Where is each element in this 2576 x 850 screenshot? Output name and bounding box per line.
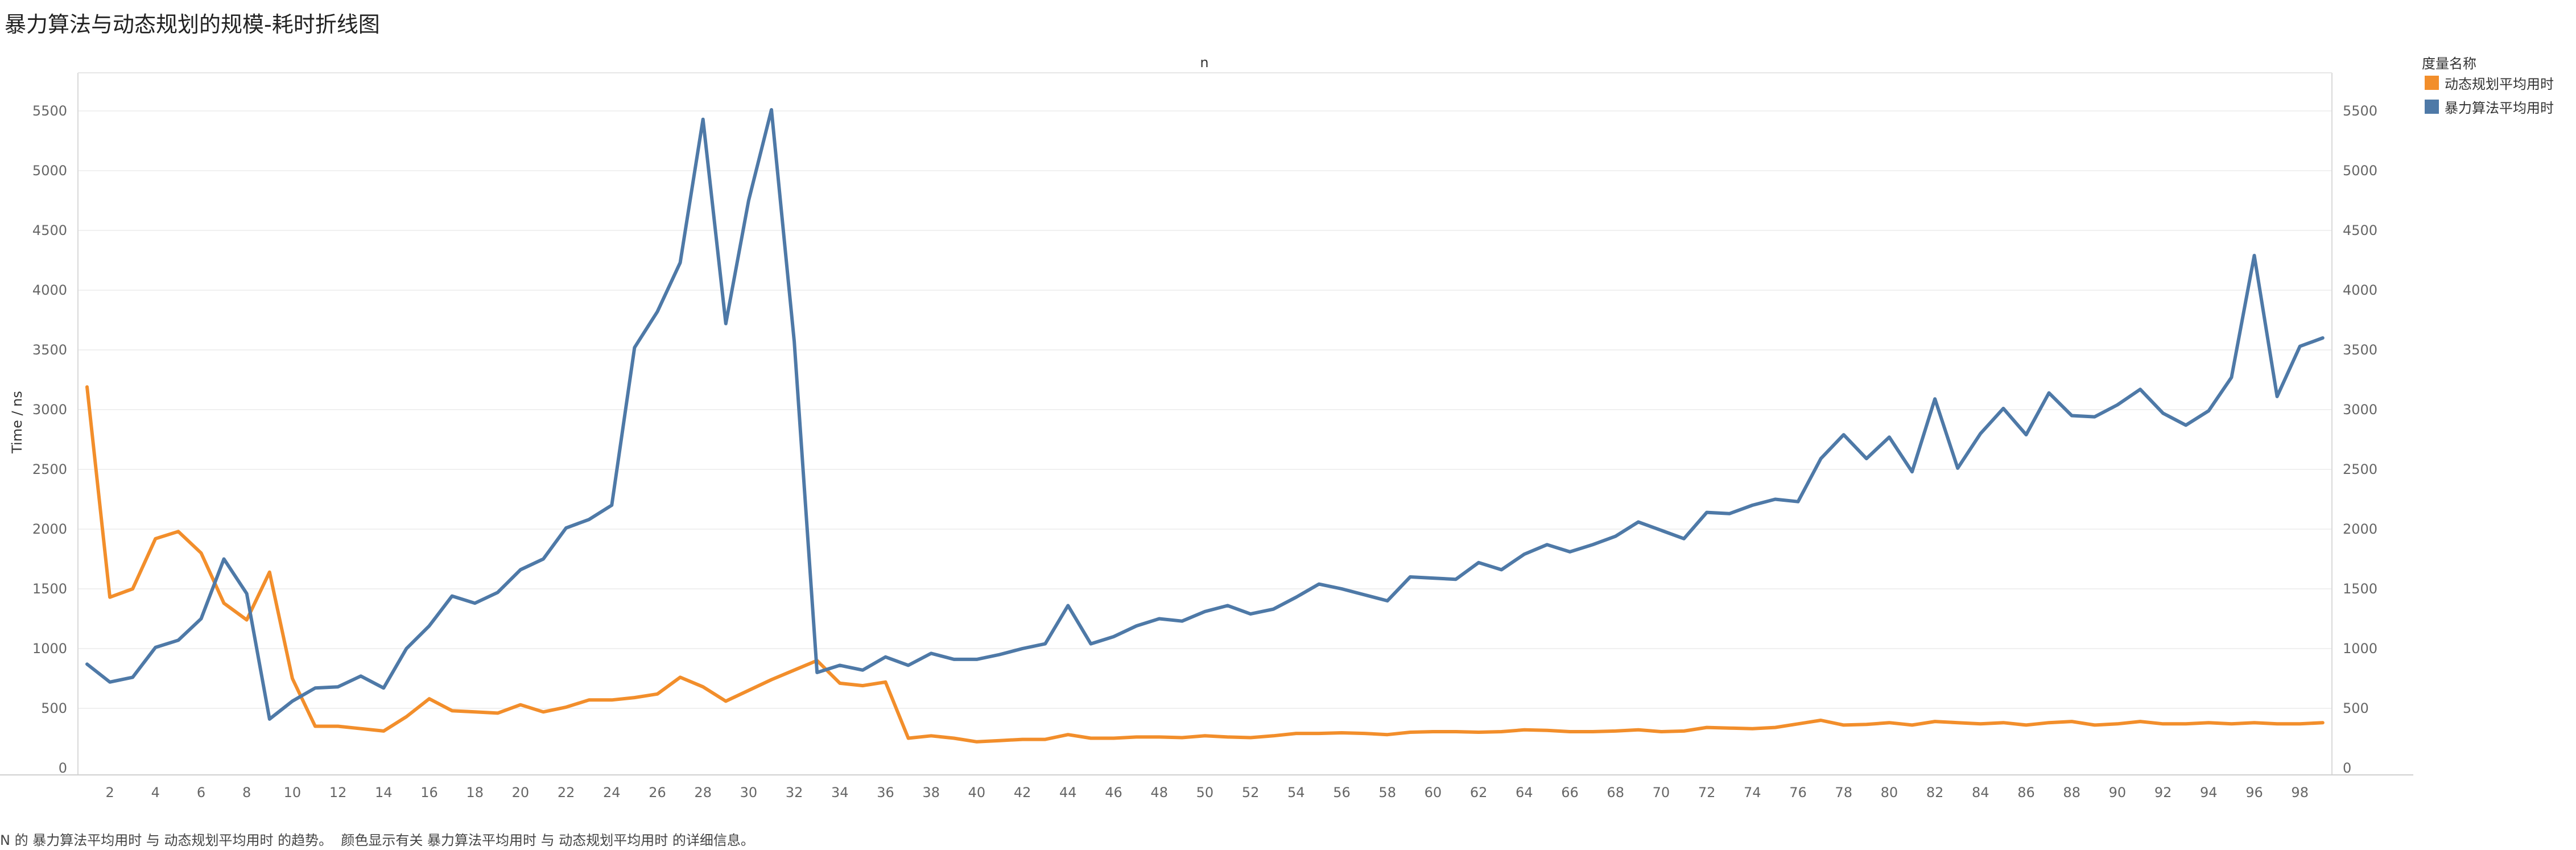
y-tick-label-right: 2000 (2343, 521, 2377, 537)
x-tick-label: 14 (375, 785, 393, 801)
x-tick-label: 64 (1516, 785, 1533, 801)
y-tick-label-left: 500 (41, 700, 67, 716)
y-tick-label-left: 2500 (32, 461, 67, 477)
x-tick-label: 52 (1242, 785, 1260, 801)
x-tick-label: 80 (1881, 785, 1898, 801)
x-tick-label: 22 (558, 785, 575, 801)
y-tick-label-right: 3500 (2343, 342, 2377, 358)
legend-title: 度量名称 (2422, 56, 2476, 72)
legend-swatch-dp (2425, 76, 2439, 90)
x-tick-label: 16 (420, 785, 438, 801)
caption-part-1: N 的 暴力算法平均用时 与 动态规划平均用时 的趋势。 (0, 832, 333, 848)
x-tick-label: 58 (1378, 785, 1396, 801)
caption-part-2: 颜色显示有关 暴力算法平均用时 与 动态规划平均用时 的详细信息。 (341, 832, 754, 848)
x-tick-label: 72 (1698, 785, 1716, 801)
x-tick-label: 38 (922, 785, 940, 801)
axes (0, 72, 2413, 775)
y-tick-label-right: 0 (2343, 760, 2351, 776)
x-tick-label: 66 (1561, 785, 1579, 801)
y-tick-label-right: 3000 (2343, 402, 2377, 418)
y-tick-label-right: 4000 (2343, 282, 2377, 298)
y-tick-label-left: 3500 (32, 342, 67, 358)
x-tick-label: 20 (512, 785, 530, 801)
series-line-dp (85, 385, 2325, 744)
x-tick-label: 42 (1014, 785, 1031, 801)
x-tick-label: 90 (2109, 785, 2127, 801)
y-tick-label-left: 0 (59, 760, 67, 776)
legend-label-dp: 动态规划平均用时 (2445, 76, 2554, 92)
legend-swatch-brute (2425, 100, 2439, 114)
x-tick-label: 74 (1744, 785, 1761, 801)
x-tick-label: 76 (1789, 785, 1807, 801)
y-tick-label-left: 4500 (32, 222, 67, 238)
y-tick-label-right: 5500 (2343, 103, 2377, 119)
x-tick-label: 36 (877, 785, 894, 801)
chart-title: 暴力算法与动态规划的规模-耗时折线图 (5, 12, 380, 37)
x-tick-label: 34 (831, 785, 849, 801)
grid-lines (78, 110, 2332, 709)
y-tick-label-left: 5500 (32, 103, 67, 119)
x-tick-label: 88 (2063, 785, 2080, 801)
x-tick-label: 86 (2017, 785, 2035, 801)
legend-item-brute[interactable]: 暴力算法平均用时 (2425, 97, 2554, 117)
y-tick-label-left: 4000 (32, 282, 67, 298)
x-tick-label: 40 (968, 785, 986, 801)
y-tick-label-left: 2000 (32, 521, 67, 537)
x-tick-label: 50 (1196, 785, 1214, 801)
y-tick-label-right: 1500 (2343, 581, 2377, 597)
chart-caption: N 的 暴力算法平均用时 与 动态规划平均用时 的趋势。 颜色显示有关 暴力算法… (0, 829, 754, 849)
x-tick-label: 84 (1972, 785, 1989, 801)
x-tick-label: 32 (786, 785, 803, 801)
x-tick-label: 26 (649, 785, 666, 801)
y-tick-label-left: 5000 (32, 163, 67, 179)
y-tick-label-right: 4500 (2343, 222, 2377, 238)
x-tick-label: 8 (242, 785, 251, 801)
x-tick-label: 96 (2245, 785, 2263, 801)
x-tick-label: 48 (1150, 785, 1168, 801)
x-tick-label: 12 (329, 785, 347, 801)
x-tick-label: 24 (603, 785, 621, 801)
x-tick-label: 6 (197, 785, 205, 801)
y-tick-label-left: 3000 (32, 402, 67, 418)
y-tick-label-right: 2500 (2343, 461, 2377, 477)
x-axis-title: n (1200, 55, 1208, 71)
x-tick-label: 62 (1470, 785, 1488, 801)
x-tick-label: 60 (1425, 785, 1442, 801)
x-tick-label: 70 (1653, 785, 1670, 801)
y-tick-label-right: 5000 (2343, 163, 2377, 179)
x-tick-label: 98 (2291, 785, 2309, 801)
x-tick-label: 92 (2154, 785, 2172, 801)
x-tick-label: 78 (1835, 785, 1852, 801)
legend-label-brute: 暴力算法平均用时 (2445, 100, 2554, 116)
x-tick-label: 18 (466, 785, 484, 801)
x-tick-label: 56 (1333, 785, 1351, 801)
series-line-brute (85, 108, 2325, 721)
y-tick-label-left: 1500 (32, 581, 67, 597)
x-tick-label: 28 (694, 785, 712, 801)
y-tick-label-left: 1000 (32, 641, 67, 657)
x-tick-label: 46 (1105, 785, 1122, 801)
series-lines (85, 108, 2325, 744)
x-tick-label: 44 (1059, 785, 1077, 801)
x-tick-label: 10 (284, 785, 302, 801)
x-tick-label: 68 (1607, 785, 1624, 801)
x-tick-label: 30 (740, 785, 758, 801)
y-axis-title: Time / ns (9, 391, 25, 454)
x-tick-label: 2 (105, 785, 114, 801)
y-tick-label-right: 500 (2343, 700, 2369, 716)
x-tick-label: 4 (151, 785, 160, 801)
x-tick-label: 82 (1926, 785, 1944, 801)
x-tick-label: 54 (1287, 785, 1305, 801)
y-tick-label-right: 1000 (2343, 641, 2377, 657)
x-tick-label: 94 (2200, 785, 2218, 801)
legend-item-dp[interactable]: 动态规划平均用时 (2425, 73, 2554, 93)
